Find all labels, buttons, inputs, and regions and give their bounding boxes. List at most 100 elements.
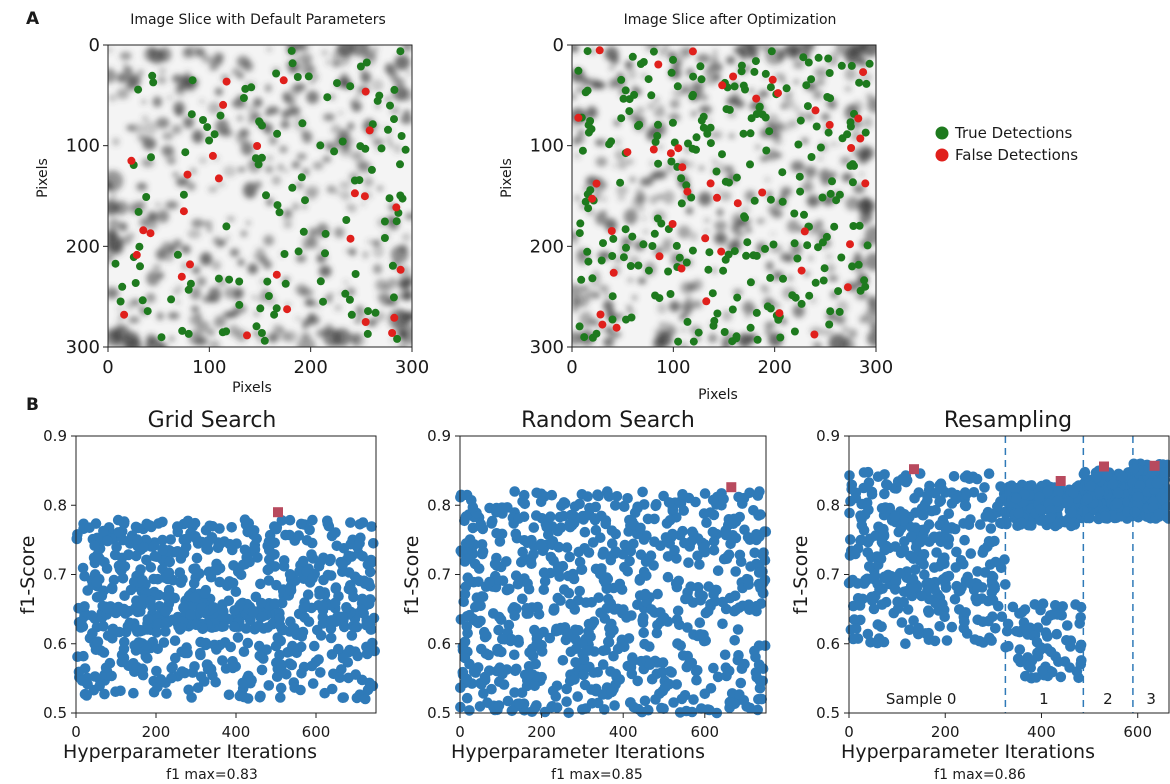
cell-blob <box>804 177 813 187</box>
true-detection-marker <box>804 58 813 67</box>
score-point <box>850 548 861 560</box>
true-detection-marker <box>755 103 764 112</box>
score-point <box>281 669 292 680</box>
false-detection-marker <box>243 331 251 340</box>
cell-blob <box>326 147 332 151</box>
cell-blob <box>773 72 786 80</box>
score-point <box>94 553 105 565</box>
cell-blob <box>247 115 256 125</box>
score-point <box>253 620 265 632</box>
cell-blob <box>575 87 581 92</box>
score-point <box>692 550 703 562</box>
cell-blob <box>706 118 712 123</box>
false-detection-marker <box>843 283 852 292</box>
true-detection-marker <box>583 86 592 95</box>
false-detection-marker <box>810 330 819 339</box>
cell-blob <box>246 221 251 225</box>
true-detection-marker <box>188 76 197 85</box>
score-point <box>144 520 156 531</box>
score-point <box>708 545 720 556</box>
score-point <box>652 588 663 600</box>
true-detection-marker <box>837 253 846 262</box>
cell-blob <box>626 159 634 165</box>
score-point <box>521 608 533 619</box>
cell-blob <box>646 103 656 110</box>
true-detection-marker <box>718 150 726 159</box>
edge-shadow <box>394 54 411 71</box>
score-point <box>191 552 203 564</box>
cell-blob <box>601 196 607 203</box>
score-point <box>1159 467 1170 478</box>
true-detection-marker <box>790 327 799 336</box>
true-detection-marker <box>761 113 770 122</box>
true-detection-marker <box>272 69 281 78</box>
true-detection-marker <box>142 193 151 201</box>
score-point <box>930 504 941 516</box>
edge-shadow <box>864 225 876 245</box>
true-detection-marker <box>584 257 593 266</box>
score-point <box>137 663 148 675</box>
score-point <box>523 669 535 681</box>
cell-blob <box>284 330 298 343</box>
score-point <box>1021 624 1032 635</box>
cell-blob <box>108 48 113 53</box>
score-point <box>464 534 476 545</box>
cell-blob <box>265 198 274 206</box>
edge-shadow <box>349 332 360 343</box>
score-point <box>551 702 563 713</box>
cell-blob <box>302 323 309 330</box>
cell-blob <box>363 176 374 188</box>
false-detection-marker <box>279 76 288 85</box>
cell-blob <box>328 292 334 296</box>
true-detection-marker <box>330 147 339 156</box>
score-point <box>264 554 275 565</box>
score-point <box>850 623 862 634</box>
true-detection-marker <box>304 72 313 81</box>
false-detection-marker <box>253 142 262 150</box>
cell-blob <box>395 144 400 148</box>
score-point <box>531 633 543 645</box>
cell-blob <box>191 218 205 228</box>
random-search-chart: Random Search 0 200 400 6000.50.60.70.80.9 … <box>401 408 772 783</box>
cell-blob <box>237 73 245 79</box>
cell-blob <box>343 280 349 285</box>
score-point <box>1011 626 1022 637</box>
score-point <box>696 703 707 714</box>
cell-blob <box>844 67 857 81</box>
cell-blob <box>277 163 285 172</box>
score-point <box>509 649 520 661</box>
score-point <box>576 564 588 575</box>
false-detection-marker <box>388 329 397 337</box>
cell-blob <box>384 96 392 103</box>
score-point <box>499 502 510 514</box>
score-point <box>651 499 662 510</box>
score-point <box>971 595 983 607</box>
score-point <box>685 581 696 592</box>
score-point <box>531 510 542 521</box>
score-point <box>639 638 650 650</box>
random-search-ytick-label: 0.6 <box>427 635 451 653</box>
score-point <box>606 686 618 698</box>
cell-blob <box>184 70 191 75</box>
cell-blob <box>662 190 675 205</box>
score-point <box>310 656 322 668</box>
score-point <box>574 585 585 597</box>
score-point <box>858 482 869 494</box>
score-point <box>1030 672 1042 683</box>
true-detection-marker <box>779 274 787 283</box>
score-point <box>720 529 732 541</box>
score-point <box>462 553 473 565</box>
score-point <box>1062 620 1073 631</box>
true-detection-marker <box>843 130 852 139</box>
score-point <box>890 541 901 552</box>
cell-blob <box>136 183 147 190</box>
score-point <box>694 617 706 628</box>
score-point <box>872 578 883 590</box>
image-default-ytick-label: 200 <box>66 236 100 257</box>
cell-blob <box>812 90 823 100</box>
edge-shadow <box>187 45 200 58</box>
cell-blob <box>339 181 351 189</box>
score-point <box>227 544 238 556</box>
cell-blob <box>657 302 667 314</box>
score-point <box>255 690 266 702</box>
